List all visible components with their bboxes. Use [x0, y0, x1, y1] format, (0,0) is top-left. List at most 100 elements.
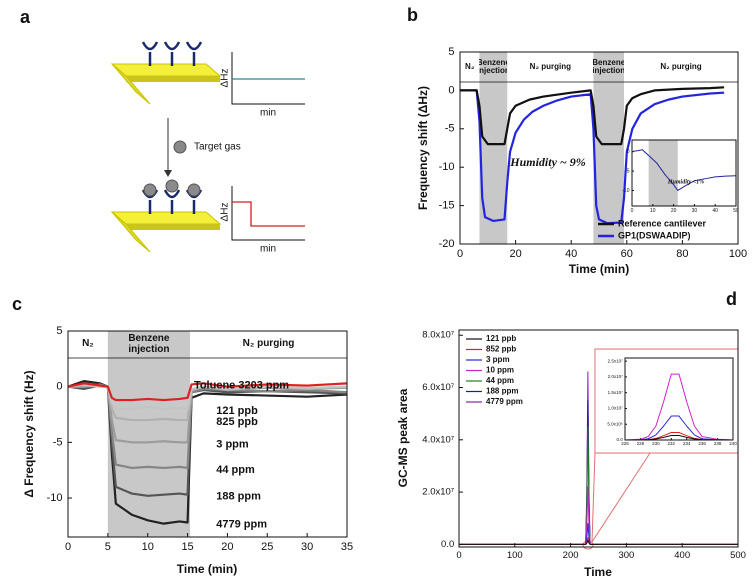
y-tick-label: 0 — [627, 149, 630, 155]
legend-label: 4779 ppm — [486, 397, 523, 406]
base — [111, 63, 151, 105]
y-tick-label: 1.5x10⁷ — [608, 390, 624, 395]
data-line — [459, 537, 738, 545]
x-tick-label: 100 — [729, 248, 747, 260]
chart: 0 10 20 30 40 50 -10 -5 0 Humidity <1% — [622, 139, 739, 214]
series-label: 3 ppm — [216, 438, 249, 450]
x-tick-label: 30 — [692, 208, 698, 214]
series-label: 825 ppb — [216, 416, 258, 428]
y-tick-label: 1.0x10⁷ — [608, 406, 624, 411]
x-tick-label: 400 — [674, 550, 690, 561]
y-tick-label: 0.0 — [616, 437, 623, 442]
y-tick-label: -5 — [625, 168, 630, 174]
data-line — [459, 522, 738, 545]
y-tick-label: -5 — [445, 123, 455, 135]
x-tick-label: 300 — [618, 550, 634, 561]
gas-molecule — [173, 140, 187, 154]
legend-label: 188 ppm — [486, 387, 518, 396]
x-tick-label: 20 — [221, 541, 233, 553]
x-tick-label: 0 — [65, 541, 71, 553]
y-tick-label: 2.0x10⁷ — [608, 374, 624, 379]
x-tick-label: 15 — [181, 541, 193, 553]
phase-box: N₂ purging — [660, 61, 702, 71]
bound-molecules — [143, 179, 201, 197]
data-line — [631, 149, 737, 191]
zoom-circle — [582, 540, 594, 550]
series-label: Toluene 3203 ppm — [194, 380, 289, 392]
x-tick-label: 0 — [457, 248, 463, 260]
x-tick-label: 40 — [565, 248, 577, 260]
axis-label: ΔHz — [220, 69, 231, 88]
y-tick-label: -20 — [439, 238, 455, 250]
x-axis-label: Time — [584, 565, 612, 579]
x-tick-label: 5 — [105, 541, 111, 553]
annotation: Humidity ~ 9% — [509, 155, 586, 169]
beam-top — [110, 211, 222, 225]
x-tick-label: 200 — [563, 550, 579, 561]
shaded-region — [107, 331, 190, 537]
x-tick-label: 20 — [509, 248, 521, 260]
x-tick-label: 40 — [712, 208, 718, 214]
inset-frame — [594, 348, 739, 454]
legend-label: 121 ppb — [486, 334, 516, 343]
series-label: 121 ppb — [216, 405, 258, 417]
phase-label: N₂ purging — [660, 61, 702, 71]
signal-plot-before: ΔHz min — [220, 52, 305, 119]
phase-box: Benzene injection — [593, 57, 625, 75]
data-line — [460, 86, 725, 146]
cantilever-after — [110, 179, 222, 253]
base — [111, 211, 151, 253]
x-tick-label: 232 — [668, 441, 676, 446]
data-line — [67, 382, 348, 402]
x-tick-label: 10 — [650, 208, 656, 214]
legend-label: 44 ppm — [486, 376, 514, 385]
beam-side — [126, 76, 220, 82]
axis-label: min — [260, 244, 276, 255]
y-tick-label: 2.0x10⁷ — [422, 487, 455, 498]
series-label: 188 ppm — [216, 491, 261, 503]
data-line — [459, 486, 738, 545]
axes — [231, 52, 305, 105]
y-tick-label: -10 — [439, 161, 455, 173]
x-axis-label: Time (min) — [569, 262, 629, 276]
data-line — [624, 415, 734, 441]
arrow: Target gas — [164, 118, 241, 177]
x-tick-label: 30 — [301, 541, 313, 553]
axes — [231, 186, 305, 241]
series-label: 44 ppm — [216, 464, 255, 476]
zoom-line — [591, 452, 651, 543]
y-tick-label: 0 — [448, 84, 454, 96]
phase-label: N₂ purging — [529, 61, 571, 71]
phase-box: N₂ — [82, 339, 94, 350]
y-tick-label: -5 — [53, 436, 63, 448]
y-tick-label: 5.0x10⁶ — [607, 421, 623, 426]
axis-label: ΔHz — [220, 203, 231, 222]
y-tick-label: 4.0x10⁷ — [422, 434, 455, 445]
phase-label: N₂ purging — [242, 338, 295, 350]
axis-label: min — [260, 108, 276, 119]
y-axis-label: Δ Frequency shift (Hz) — [22, 370, 36, 497]
x-tick-label: 35 — [341, 541, 353, 553]
y-tick-label: 8.0x10⁷ — [422, 330, 455, 341]
x-tick-label: 60 — [621, 248, 633, 260]
y-tick-label: -10 — [47, 492, 63, 504]
chart: 0 5 10 15 20 25 30 35 -10 -5 0 5 N₂ Benzene injection… — [12, 294, 353, 576]
chart: 0 100 200 300 400 500 0.0 2.0x10⁷ 4.0x10⁷ 6.0x10⁷… — [396, 289, 746, 579]
x-tick-label: 226 — [621, 441, 629, 446]
phase-box: Benzene injection — [479, 57, 507, 75]
phase-box: N₂ purging — [242, 338, 295, 350]
phase-label: N₂ — [465, 61, 475, 71]
x-tick-label: 240 — [729, 441, 737, 446]
y-tick-label: 5 — [56, 325, 62, 337]
plot-frame — [458, 329, 739, 548]
phase-label: Benzene injection — [128, 333, 170, 355]
x-tick-label: 238 — [714, 441, 722, 446]
legend-label: 3 ppm — [486, 355, 510, 364]
data-line — [459, 539, 738, 545]
phase-label: Benzene injection — [593, 57, 625, 75]
phase-box: Benzene injection — [128, 333, 170, 355]
phase-label: Benzene injection — [479, 57, 507, 75]
